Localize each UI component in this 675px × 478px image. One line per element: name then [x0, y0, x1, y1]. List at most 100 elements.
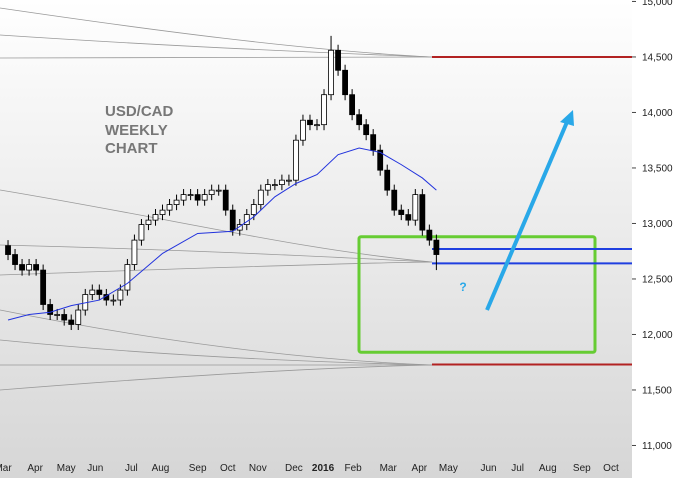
axis-background — [632, 0, 675, 478]
moving-average — [7, 147, 437, 321]
candle-body — [405, 214, 412, 221]
candle-body — [110, 299, 117, 302]
x-tick-label: Apr — [27, 463, 43, 474]
target-box — [357, 235, 597, 354]
plot — [5, 35, 632, 366]
plot-background — [0, 0, 632, 478]
title-line: CHART — [105, 140, 158, 157]
candle-body — [257, 189, 264, 205]
candle-body — [391, 189, 398, 211]
y-tick-label: 13,000 — [642, 219, 673, 230]
x-tick-label: Dec — [285, 463, 303, 474]
candle-body — [75, 309, 82, 325]
candle-body — [124, 264, 131, 291]
candle-body — [215, 189, 222, 192]
candle-body — [180, 194, 187, 201]
candle-body — [300, 119, 306, 141]
candle-body — [412, 194, 419, 221]
x-tick-label: Oct — [603, 463, 619, 474]
y-tick-label: 12,000 — [642, 330, 673, 341]
candle-body — [278, 179, 285, 186]
candle-body — [356, 114, 363, 126]
candle-body — [314, 124, 320, 127]
x-tick-label: May — [439, 463, 458, 474]
candle-body — [96, 289, 103, 295]
candle-body — [33, 264, 40, 271]
candle-body — [138, 224, 145, 241]
x-tick-label: Sep — [573, 463, 591, 474]
x-tick-label: Aug — [152, 463, 170, 474]
candle-body — [61, 314, 68, 321]
x-tick-label: Jul — [511, 463, 524, 474]
x-tick-label: Mar — [0, 463, 12, 474]
candle-body — [349, 94, 356, 116]
candle-body — [236, 224, 243, 231]
candle-body — [152, 214, 159, 221]
arrow — [485, 110, 574, 311]
candle-body — [187, 194, 194, 196]
candle-body — [40, 269, 47, 305]
annotation: ? — [459, 280, 466, 294]
candle-body — [166, 204, 173, 211]
candle-body — [26, 264, 32, 271]
candle-body — [363, 124, 370, 136]
x-tick-label: Apr — [412, 463, 428, 474]
x-tick-label: Nov — [249, 463, 267, 474]
y-tick-label: 14,000 — [642, 108, 673, 119]
title-line: USD/CAD — [105, 103, 174, 120]
candle-body — [194, 194, 201, 201]
candle-body — [342, 69, 348, 96]
x-tick-label: Jun — [87, 463, 103, 474]
y-tick-label: 11,500 — [642, 385, 672, 396]
y-tick-label: 14,500 — [642, 52, 673, 63]
candle-body — [47, 304, 54, 315]
title-line: WEEKLY — [105, 122, 168, 139]
candle-body — [173, 199, 180, 205]
x-tick-label: Oct — [220, 463, 236, 474]
candle-body — [335, 49, 341, 71]
candle-body — [117, 289, 124, 301]
candle-body — [286, 179, 292, 182]
candle-body — [433, 239, 440, 255]
x-tick-label: Jul — [125, 463, 138, 474]
candle-body — [426, 229, 433, 241]
candle-body — [131, 239, 138, 265]
y-tick-label: 13,500 — [642, 163, 673, 174]
x-tick-label: 2016 — [312, 463, 335, 474]
candle-body — [222, 189, 229, 211]
candle-body — [5, 245, 11, 255]
candle-body — [89, 289, 96, 295]
candle-body — [370, 134, 377, 151]
candle-body — [68, 319, 75, 325]
candle-body — [398, 209, 405, 215]
candle-body — [377, 149, 384, 171]
candle-body — [321, 94, 327, 126]
candle-body — [159, 209, 166, 215]
y-tick-label: 12,500 — [642, 274, 673, 285]
candle-body — [419, 194, 426, 231]
fan-lines — [0, 7, 433, 391]
x-tick-label: Sep — [189, 463, 207, 474]
candle-body — [54, 314, 61, 316]
candle-body — [19, 264, 25, 271]
y-tick-label: 15,000 — [642, 0, 673, 8]
candle-body — [264, 184, 271, 191]
candle-body — [271, 184, 278, 187]
candle-body — [250, 204, 257, 215]
y-tick-label: 11,000 — [642, 441, 672, 452]
x-tick-label: Mar — [380, 463, 398, 474]
candle-body — [229, 209, 236, 231]
x-tick-label: Aug — [539, 463, 557, 474]
candle-body — [328, 49, 334, 96]
candle-body — [145, 219, 152, 225]
candle-body — [12, 254, 18, 265]
candle-body — [307, 119, 313, 126]
x-tick-label: Jun — [480, 463, 496, 474]
x-tick-label: Feb — [344, 463, 362, 474]
candle-body — [201, 194, 208, 201]
candle-body — [293, 139, 299, 181]
candle-body — [208, 189, 215, 195]
candle-body — [384, 169, 391, 191]
